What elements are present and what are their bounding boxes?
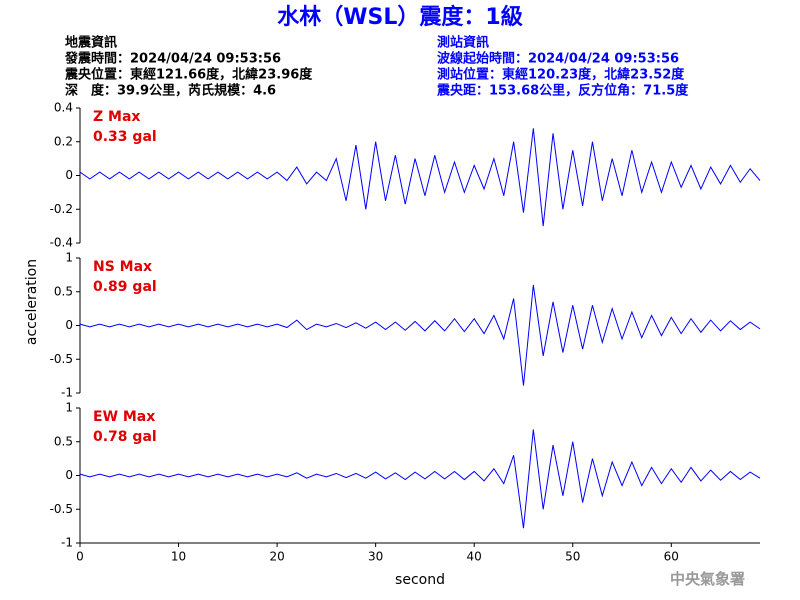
y-tick-label: 1 — [65, 251, 73, 265]
info-right: 波線起始時間：2024/04/24 09:53:56 — [437, 51, 679, 67]
waveform — [79, 284, 761, 386]
x-tick-label: 60 — [664, 550, 679, 564]
y-tick-label: 0 — [65, 168, 73, 182]
y-tick-label: -0.2 — [50, 202, 73, 216]
info-left: 震央位置：東經121.66度，北緯23.96度 — [64, 67, 313, 83]
info-left: 發震時間：2024/04/24 09:53:56 — [64, 51, 281, 67]
y-tick-label: 0.5 — [54, 284, 73, 298]
x-tick-label: 30 — [368, 550, 383, 564]
max-annotation: Z Max — [93, 109, 140, 125]
y-tick-label: 0 — [65, 468, 73, 482]
max-annotation: 0.89 gal — [93, 279, 157, 295]
waveform — [79, 128, 761, 227]
y-axis-label: acceleration — [24, 259, 40, 345]
y-tick-label: 0.2 — [54, 134, 73, 148]
y-tick-label: -0.5 — [50, 502, 73, 516]
y-tick-label: 0.5 — [54, 434, 73, 448]
max-annotation: EW Max — [93, 409, 155, 425]
max-annotation: NS Max — [93, 259, 152, 275]
max-annotation: 0.78 gal — [93, 429, 157, 445]
x-tick-label: 20 — [269, 550, 284, 564]
title: 水林（WSL）震度：1級 — [277, 4, 522, 30]
y-tick-label: -0.5 — [50, 352, 73, 366]
footer: 中央氣象署 — [670, 570, 745, 588]
max-annotation: 0.33 gal — [93, 129, 157, 145]
info-left: 深 度：39.9公里，芮氏規模：4.6 — [65, 83, 276, 99]
y-tick-label: 0 — [65, 318, 73, 332]
x-tick-label: 10 — [171, 550, 186, 564]
y-tick-label: -1 — [61, 386, 73, 400]
info-right: 測站位置：東經120.23度，北緯23.52度 — [437, 67, 685, 83]
x-axis-label: second — [395, 572, 445, 588]
x-tick-label: 0 — [76, 550, 84, 564]
y-tick-label: 0.4 — [54, 101, 73, 115]
info-right: 震央距：153.68公里，反方位角：71.5度 — [436, 83, 689, 99]
info-right: 測站資訊 — [437, 35, 489, 51]
x-tick-label: 40 — [467, 550, 482, 564]
x-tick-label: 50 — [565, 550, 580, 564]
waveform — [79, 429, 761, 529]
y-tick-label: 1 — [65, 401, 73, 415]
y-tick-label: -1 — [61, 536, 73, 550]
y-tick-label: -0.4 — [50, 236, 73, 250]
info-left: 地震資訊 — [65, 35, 117, 51]
